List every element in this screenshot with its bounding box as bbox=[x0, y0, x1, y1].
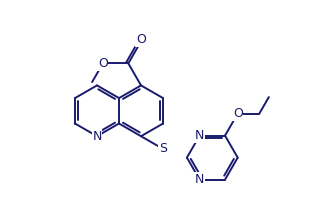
Text: N: N bbox=[92, 130, 102, 143]
Text: O: O bbox=[233, 107, 243, 120]
Text: O: O bbox=[136, 33, 146, 46]
Text: O: O bbox=[98, 57, 108, 70]
Text: N: N bbox=[195, 129, 204, 142]
Text: S: S bbox=[159, 142, 167, 155]
Text: N: N bbox=[195, 173, 204, 186]
